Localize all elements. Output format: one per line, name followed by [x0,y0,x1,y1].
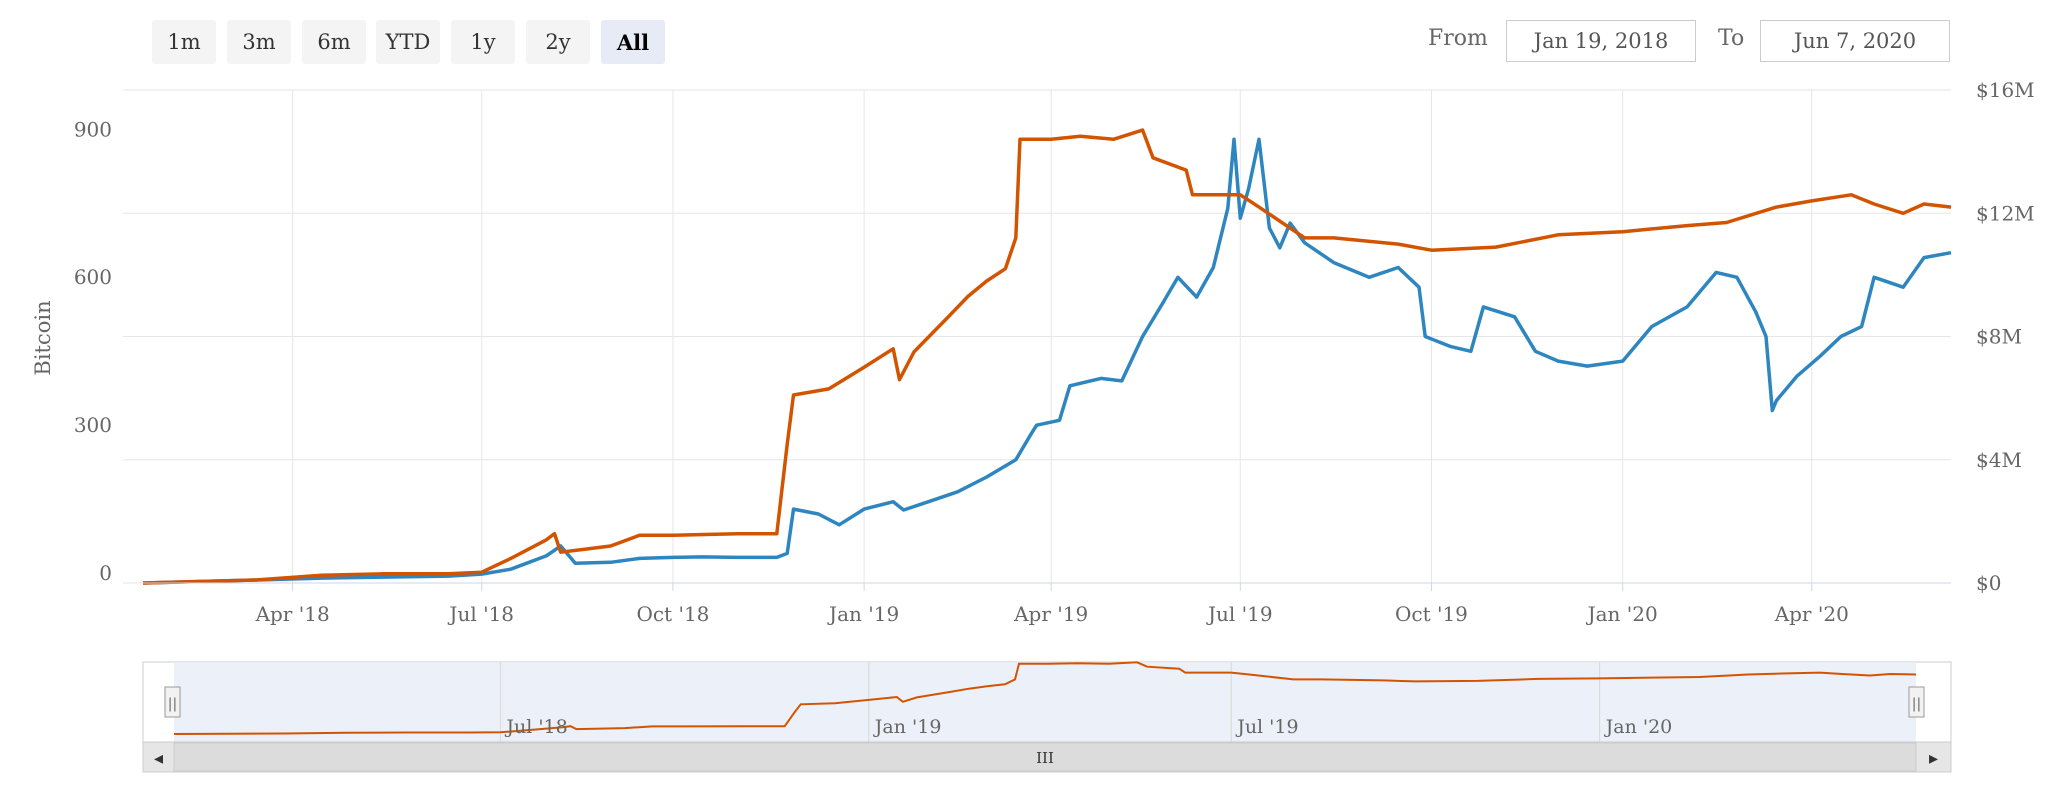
y2-tick-label: $12M [1976,201,2035,225]
range-button-6m[interactable]: 6m [302,20,366,64]
y2-tick-label: $8M [1976,325,2022,349]
handle-left-grip: || [168,696,177,712]
grid [123,89,1951,584]
y2-tick-label: $16M [1976,78,2035,102]
axes: $0 $4M $8M $12M $16M 0 300 600 900 Apr '18 Jul '18… [74,78,2035,626]
navigator-handle-left[interactable]: || [164,686,181,718]
y-tick-label: 600 [74,265,112,289]
navigator-selection[interactable] [174,662,1916,742]
navigator-handle-right[interactable]: || [1908,686,1925,718]
x-tick-label: Jan '20 [1586,602,1658,626]
series-line-blue [142,137,1952,585]
navigator-labels: Jul '18 Jan '19 Jul '19 Jan '20 [504,716,1672,738]
y2-tick-label: $0 [1976,571,2001,595]
navigator-label: Jul '19 [1235,716,1298,738]
navigator[interactable]: Jul '18 Jan '19 Jul '19 Jan '20 || || III ◂… [142,661,1952,773]
navigator-label: Jan '20 [1604,716,1673,738]
y-tick-label: 900 [74,117,112,141]
x-tick-label: Jul '19 [1206,602,1273,626]
range-button-2y[interactable]: 2y [526,20,590,64]
handle-right-grip: || [1912,696,1921,712]
to-label: To [1718,26,1745,51]
range-button-ytd[interactable]: YTD [376,20,440,64]
range-button-3m[interactable]: 3m [227,20,291,64]
range-button-1m[interactable]: 1m [152,20,216,64]
from-label: From [1428,26,1488,51]
plot-area [142,128,1952,585]
y-tick-label: 300 [74,413,112,437]
navigator-series [173,661,1917,735]
scrollbar-grip: III [1036,749,1054,767]
x-tick-label: Jan '19 [827,602,899,626]
scroll-left-icon: ◂ [154,748,163,769]
to-date-input[interactable] [1760,20,1950,62]
navigator-grid [499,662,1601,742]
navigator-label: Jan '19 [873,716,942,738]
x-tick-label: Apr '19 [1013,602,1088,626]
navigator-label: Jul '18 [504,716,567,738]
range-button-all[interactable]: All [601,20,665,64]
x-tick-label: Oct '18 [636,602,709,626]
x-tick-label: Apr '18 [255,602,330,626]
x-tick-label: Apr '20 [1774,602,1849,626]
from-date-input[interactable] [1506,20,1696,62]
range-button-1y[interactable]: 1y [451,20,515,64]
y-axis-title: Bitcoin [31,300,55,375]
scroll-right-icon: ▸ [1929,748,1938,769]
y-tick-label: 0 [99,561,112,585]
x-tick-label: Jul '18 [447,602,514,626]
x-tick-label: Oct '19 [1395,602,1468,626]
scroll-left-button[interactable]: ◂ [142,741,175,773]
series-line-orange [142,128,1952,585]
scroll-right-button[interactable]: ▸ [1915,741,1952,773]
y2-tick-label: $4M [1976,448,2022,472]
